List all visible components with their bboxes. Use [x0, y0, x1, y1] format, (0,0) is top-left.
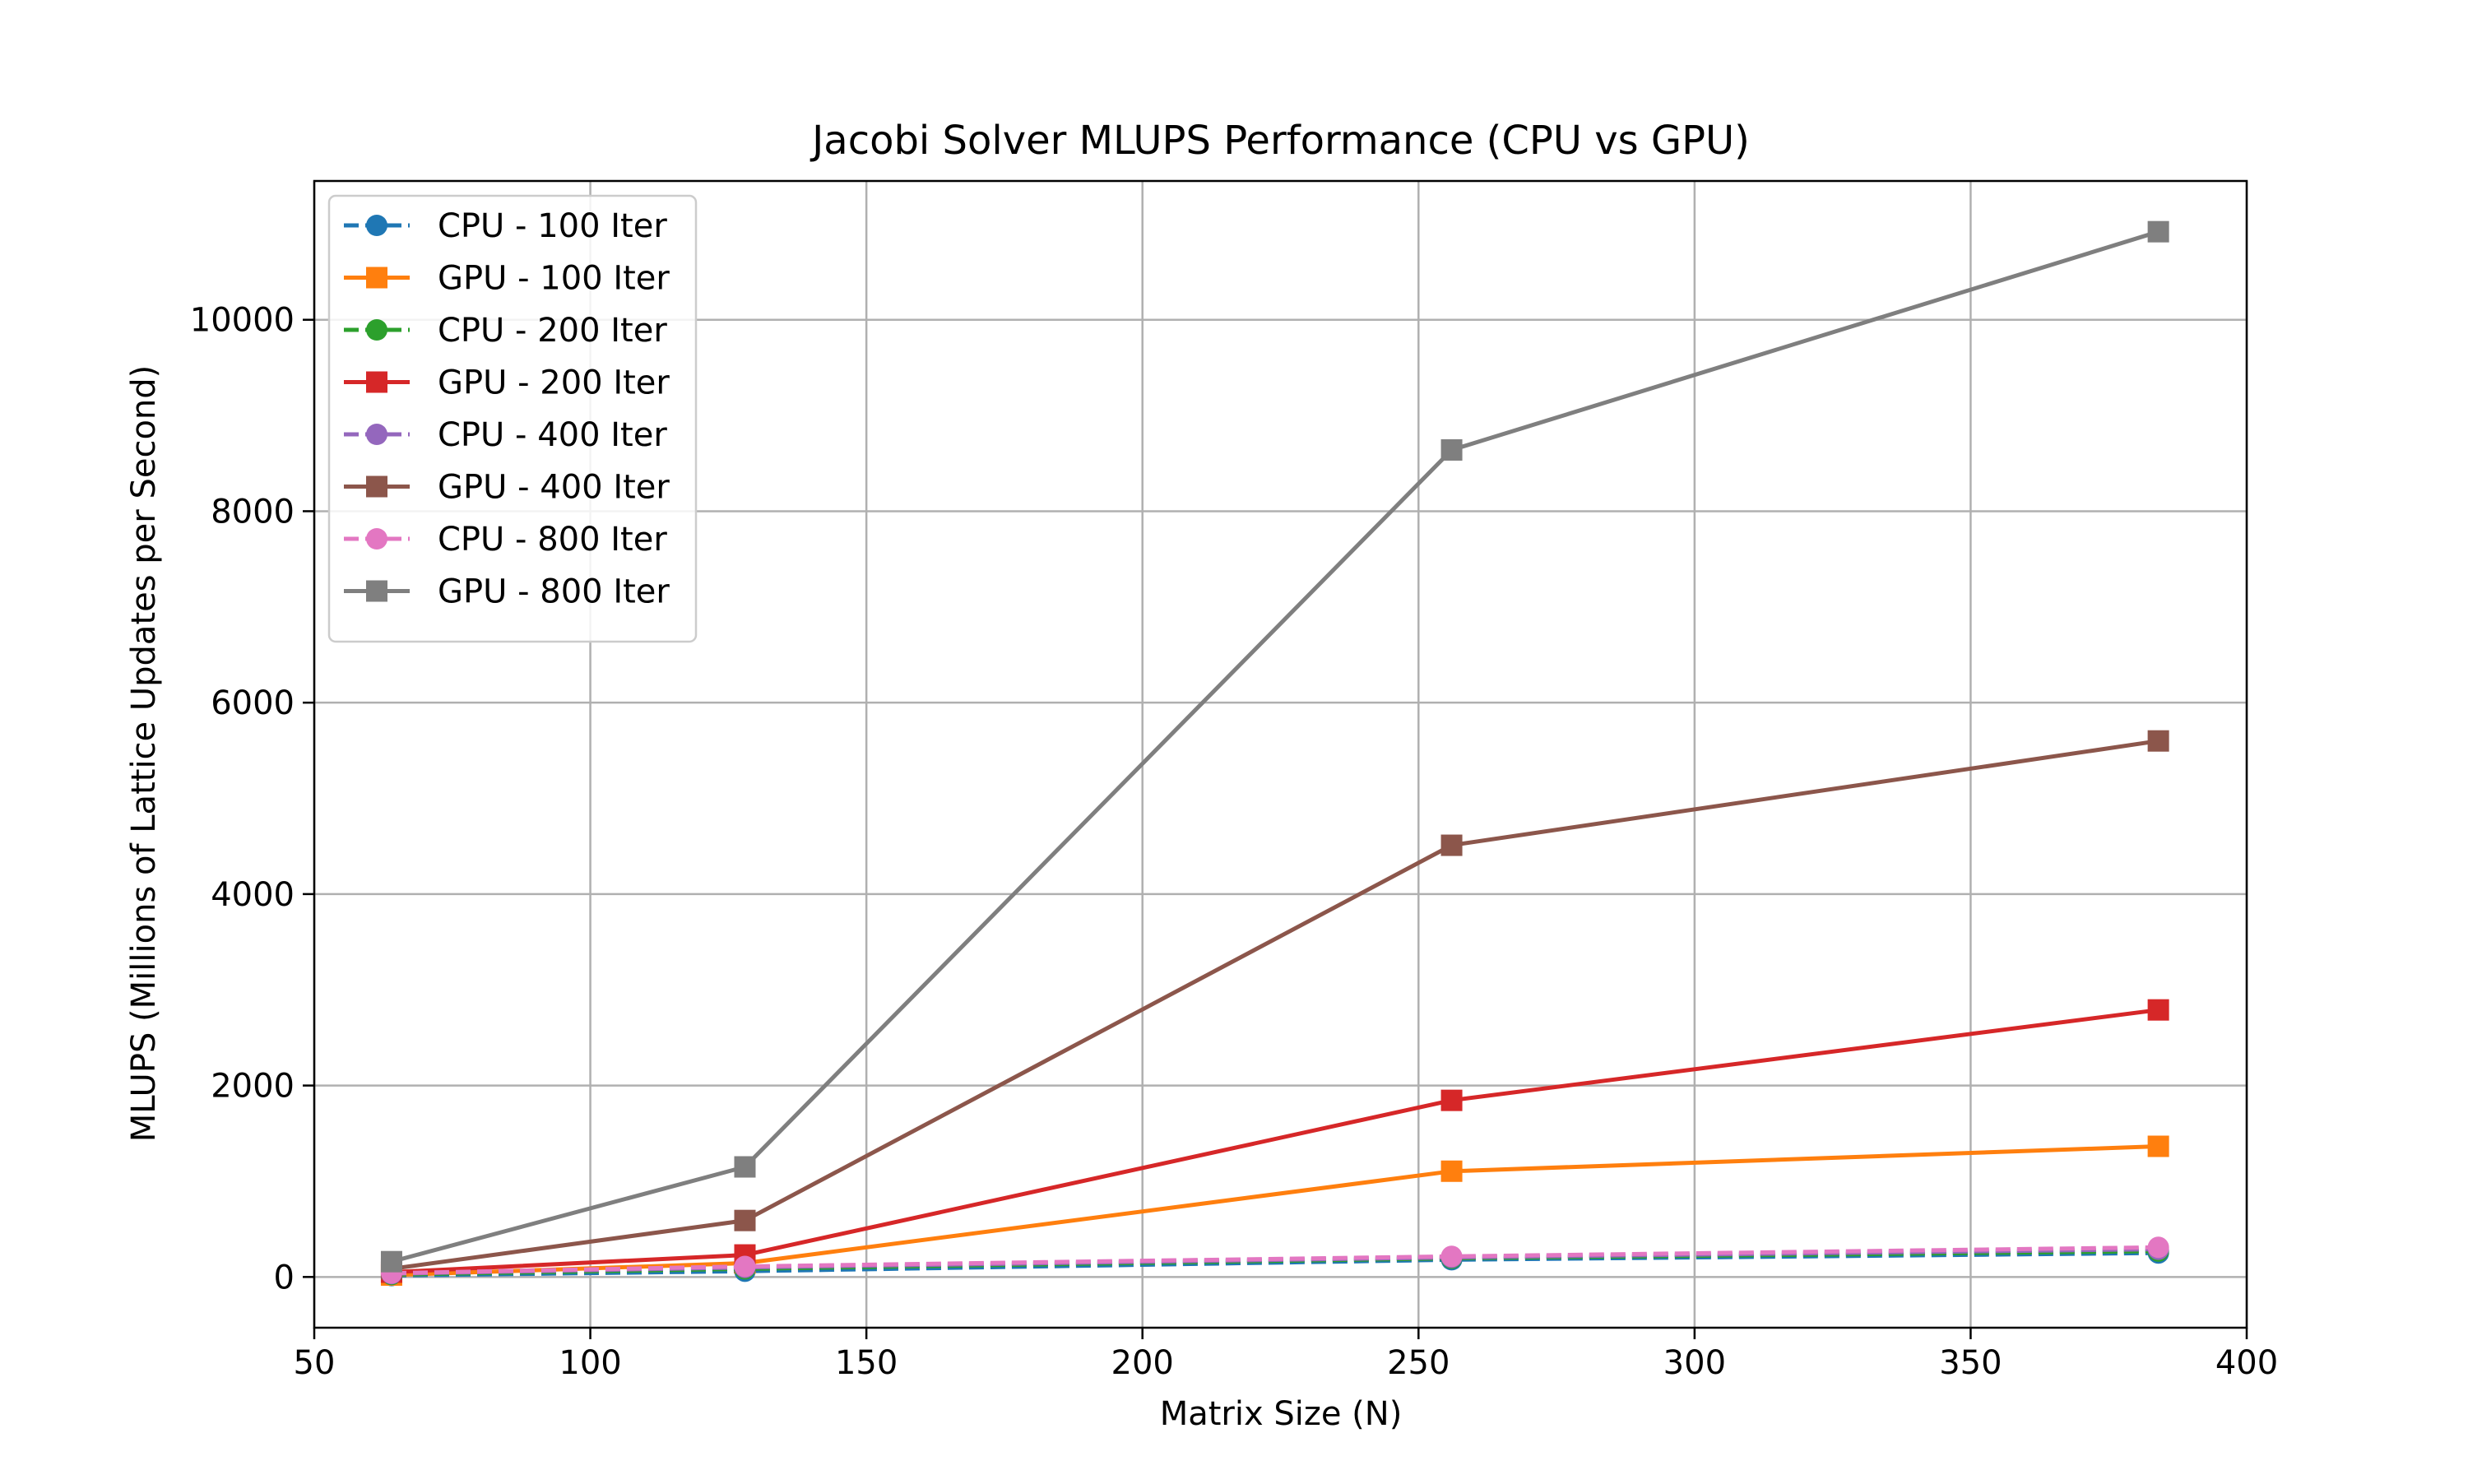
legend-item: CPU - 800 Iter [344, 521, 667, 559]
data-point [2147, 999, 2169, 1021]
data-point [734, 1209, 756, 1231]
legend-marker [366, 319, 387, 341]
data-point [734, 1156, 756, 1178]
axis-ticks: 50 100 150 200 250 300 350 40002000400060008000… [190, 302, 2278, 1382]
y-tick-label: 4000 [211, 876, 295, 914]
data-point [1440, 438, 1463, 461]
legend-item: CPU - 200 Iter [344, 312, 667, 350]
plot-frame [313, 179, 2248, 1329]
data-point [1440, 834, 1463, 856]
x-tick-label: 100 [559, 1344, 621, 1382]
y-tick-label: 6000 [211, 684, 295, 722]
y-tick-label: 10000 [190, 302, 295, 340]
legend: CPU - 100 Iter GPU - 100 Iter CPU - 200 It… [327, 194, 698, 643]
series-line [391, 739, 2159, 1271]
y-tick-label: 8000 [211, 493, 295, 531]
legend-label: CPU - 400 Iter [438, 416, 667, 454]
legend-item: GPU - 100 Iter [344, 260, 670, 298]
x-tick-label: 150 [835, 1344, 898, 1382]
x-tick-label: 400 [2215, 1344, 2278, 1382]
data-point [2147, 220, 2169, 243]
data-point [2147, 1236, 2169, 1259]
legend-item: GPU - 800 Iter [344, 573, 670, 611]
data-point [734, 1255, 756, 1278]
data-point [1440, 1160, 1463, 1182]
data-point [1440, 1089, 1463, 1111]
y-tick-label: 0 [274, 1259, 295, 1296]
legend-marker [366, 528, 387, 550]
series-layer [380, 220, 2169, 1287]
x-tick-label: 50 [294, 1344, 336, 1382]
legend-item: CPU - 100 Iter [344, 207, 667, 245]
series-cpu-800-iter [380, 1236, 2169, 1284]
legend-label: GPU - 200 Iter [438, 364, 670, 402]
x-tick-label: 350 [1939, 1344, 2002, 1382]
x-axis-label: Matrix Size (N) [1160, 1395, 1403, 1433]
legend-label: CPU - 800 Iter [438, 521, 667, 559]
legend-label: GPU - 800 Iter [438, 573, 670, 611]
x-tick-label: 250 [1387, 1344, 1450, 1382]
series-gpu-800-iter [380, 220, 2169, 1273]
legend-marker [366, 215, 387, 236]
legend-label: GPU - 100 Iter [438, 260, 670, 298]
data-point [2147, 730, 2169, 752]
legend-label: GPU - 400 Iter [438, 469, 670, 507]
legend-item: CPU - 400 Iter [344, 416, 667, 454]
data-point [2147, 1135, 2169, 1157]
legend-marker [366, 424, 387, 445]
legend-label: CPU - 200 Iter [438, 312, 667, 350]
y-axis-label: MLUPS (Millions of Lattice Updates per S… [125, 365, 163, 1143]
legend-label: CPU - 100 Iter [438, 207, 667, 245]
legend-item: GPU - 200 Iter [344, 364, 670, 402]
legend-marker [366, 475, 387, 498]
legend-item: GPU - 400 Iter [344, 469, 670, 507]
y-tick-label: 2000 [211, 1068, 295, 1106]
data-point [1440, 1245, 1463, 1268]
legend-marker [366, 371, 387, 393]
series-line [391, 230, 2160, 1264]
legend-marker [366, 267, 387, 289]
x-tick-label: 300 [1663, 1344, 1726, 1382]
x-tick-label: 200 [1111, 1344, 1174, 1382]
legend-box [327, 194, 698, 643]
series-line [391, 1008, 2159, 1274]
chart-title: Jacobi Solver MLUPS Performance (CPU vs … [810, 118, 1750, 164]
series-line [391, 1245, 2159, 1276]
legend-marker [366, 580, 387, 602]
data-point [380, 1250, 402, 1273]
